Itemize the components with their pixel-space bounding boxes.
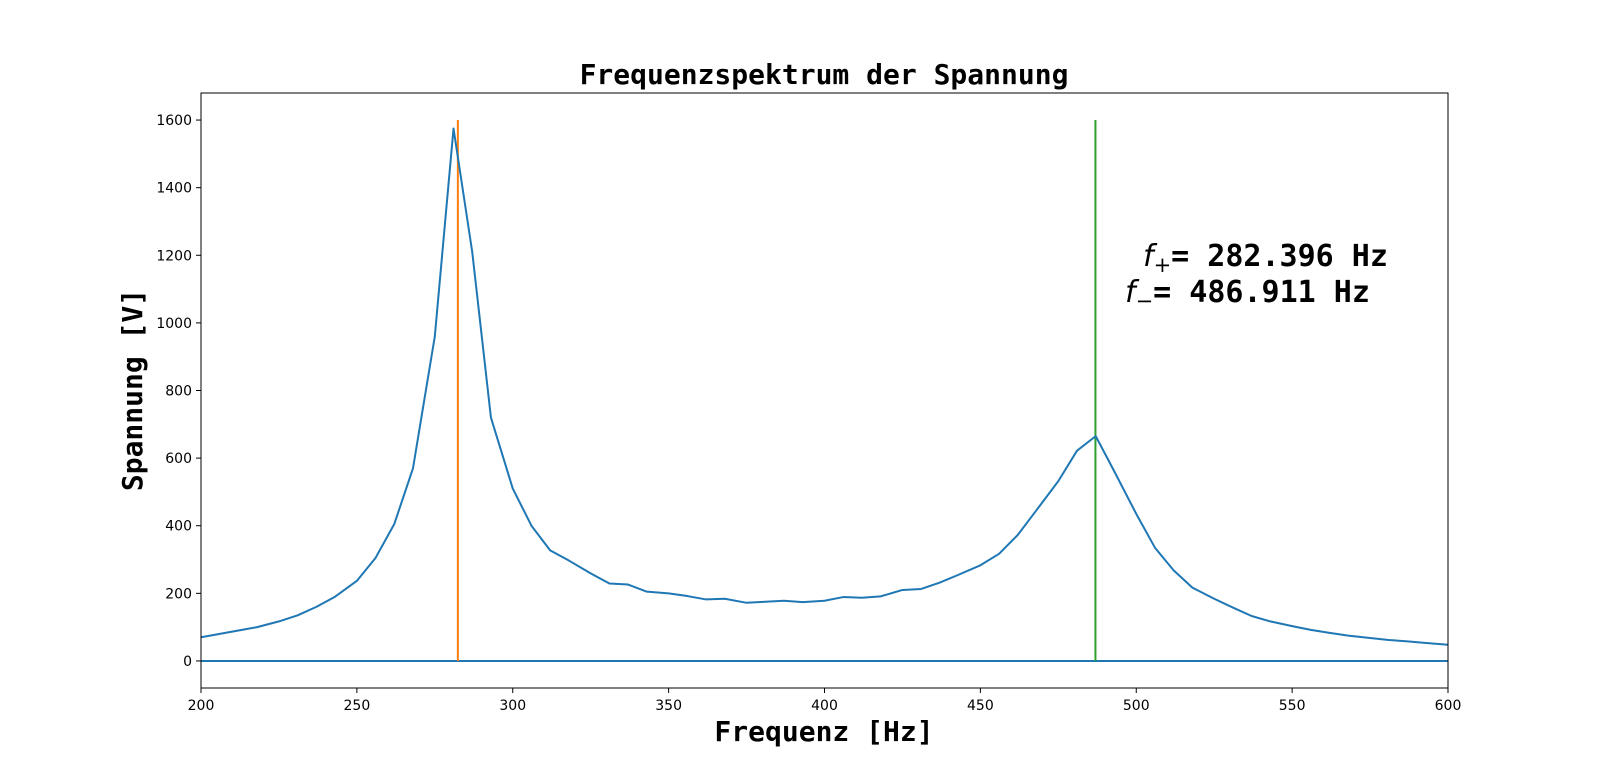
x-tick-label: 400: [811, 698, 838, 714]
x-axis-ticks: 200 250 300 350 400 450 500 550 600: [188, 688, 1462, 714]
y-tick-label: 200: [165, 586, 192, 602]
chart-title: Frequenzspektrum der Spannung: [580, 58, 1069, 91]
y-tick-label: 1400: [156, 181, 192, 197]
y-tick-label: 600: [165, 451, 192, 467]
f-minus-annotation: f−= 486.911 Hz: [1125, 275, 1370, 313]
y-tick-label: 0: [183, 654, 192, 670]
y-tick-label: 1600: [156, 113, 192, 129]
x-axis-label: Frequenz [Hz]: [714, 715, 933, 748]
plot-frame: [200, 92, 1449, 689]
y-tick-label: 800: [165, 384, 192, 400]
x-tick-label: 550: [1279, 698, 1306, 714]
y-axis-ticks: 0 200 400 600 800 1000 1200 1400 1600: [156, 113, 201, 670]
x-tick-label: 250: [344, 698, 371, 714]
frequency-annotations: f+= 282.396 Hzf−= 486.911 Hz: [1125, 239, 1388, 313]
x-tick-label: 300: [499, 698, 526, 714]
f-plus-annotation: f+= 282.396 Hz: [1143, 239, 1388, 277]
y-axis-label: Spannung [V]: [116, 289, 149, 491]
x-tick-label: 350: [655, 698, 682, 714]
y-tick-label: 1200: [156, 248, 192, 264]
y-tick-label: 400: [165, 519, 192, 535]
plot-area: [200, 120, 1449, 662]
x-tick-label: 500: [1123, 698, 1150, 714]
y-tick-label: 1000: [156, 316, 192, 332]
x-tick-label: 450: [967, 698, 994, 714]
spectrum-series-line: [200, 127, 1449, 646]
x-tick-label: 200: [188, 698, 215, 714]
x-tick-label: 600: [1435, 698, 1462, 714]
